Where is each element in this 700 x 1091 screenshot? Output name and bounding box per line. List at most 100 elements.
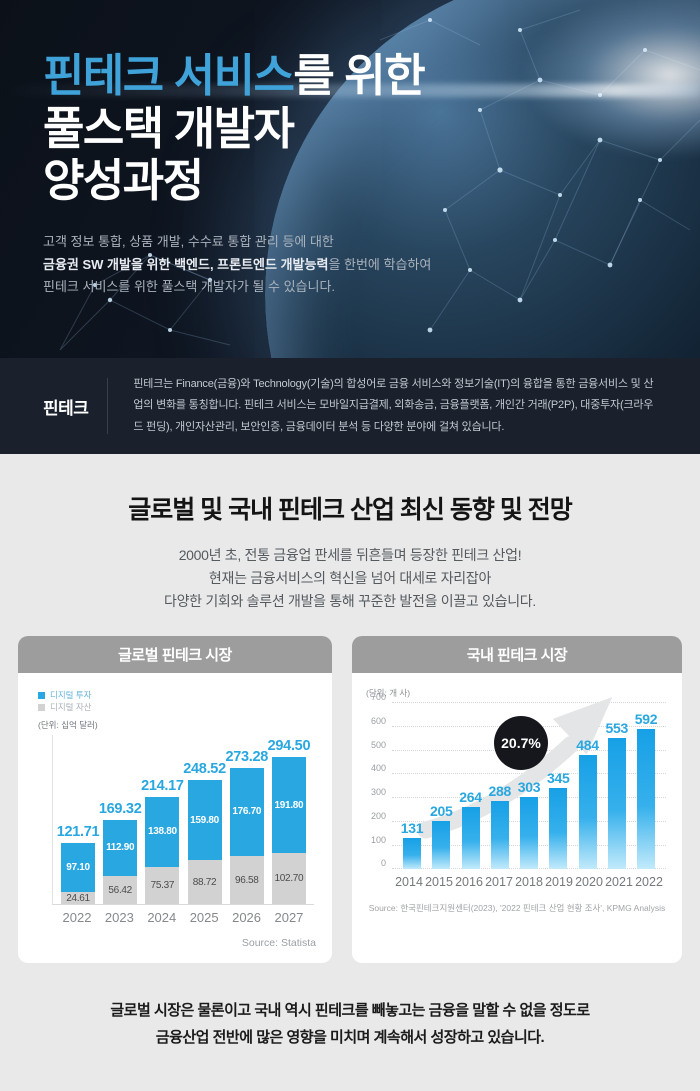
bar-value-label: 205	[430, 803, 452, 819]
title-rest: 를 위한	[293, 50, 424, 101]
y-axis-tick-label: 0	[381, 858, 386, 868]
y-axis-tick-label: 200	[371, 811, 386, 821]
bar-value-label: 131	[401, 820, 423, 836]
section-subtitle: 2000년 초, 전통 금융업 판세를 뒤흔들며 등장한 핀테크 산업! 현재는…	[0, 544, 700, 612]
x-axis-year-label: 2018	[514, 875, 544, 889]
digital-asset-segment: 56.42	[103, 876, 137, 904]
x-axis-year-label: 2014	[394, 875, 424, 889]
bar-value-label: 553	[606, 720, 628, 736]
bar	[403, 838, 421, 869]
bar-column: 288	[489, 783, 511, 869]
closing-line-2: 금융산업 전반에 많은 영향을 미치며 계속해서 성장하고 있습니다.	[20, 1024, 680, 1051]
domestic-chart-body: (단위: 개 사) 0 100 200 300 400 500 600 700 131 205 2…	[352, 673, 682, 928]
bar-total-label: 273.28	[225, 749, 268, 765]
legend-marker-asset	[38, 704, 45, 711]
hero-section: 핀테크 서비스를 위한 풀스택 개발자 양성과정 고객 정보 통합, 상품 개발…	[0, 0, 700, 358]
y-axis-tick-label: 100	[371, 835, 386, 845]
digital-investment-segment: 159.80	[188, 780, 222, 860]
section-title: 글로벌 및 국내 핀테크 산업 최신 동향 및 전망	[0, 490, 700, 526]
bar-value-label: 303	[518, 779, 540, 795]
hero-desc-line-3: 핀테크 서비스를 위한 풀스택 개발자가 될 수 있습니다.	[43, 276, 700, 299]
bar	[549, 788, 567, 870]
definition-term-label: 핀테크	[43, 394, 107, 419]
bar-column: 345	[547, 770, 569, 870]
digital-investment-segment: 176.70	[230, 768, 264, 856]
closing-line-1: 글로벌 시장은 물론이고 국내 역시 핀테크를 빼놓고는 금융을 말할 수 없을…	[20, 997, 680, 1024]
bar-column: 553	[606, 720, 628, 869]
bar	[462, 807, 480, 870]
domestic-chart-header: 국내 핀테크 시장	[352, 636, 682, 673]
domestic-chart-source: Source: 한국핀테크지원센터(2023), '2022 핀테크 산업 현황…	[364, 902, 670, 914]
hero-desc-line-2: 금융권 SW 개발을 위한 백엔드, 프론트엔드 개발능력을 한번에 학습하여	[43, 254, 700, 277]
chart-legend: 디지털 투자 디지털 자산	[38, 689, 320, 713]
subtitle-line-3: 다양한 기회와 솔루션 개발을 통해 꾸준한 발전을 이끌고 있습니다.	[0, 590, 700, 613]
x-axis-year-label: 2026	[230, 910, 264, 925]
hero-desc-line-2-rest: 을 한번에 학습하여	[328, 257, 431, 272]
legend-item-digital-investment: 디지털 투자	[38, 689, 320, 701]
x-axis-year-label: 2025	[187, 910, 221, 925]
y-axis-tick-label: 700	[371, 692, 386, 702]
subtitle-line-2: 현재는 금융서비스의 혁신을 넘어 대세로 자리잡아	[0, 567, 700, 590]
x-axis-year-label: 2016	[454, 875, 484, 889]
digital-asset-segment: 24.61	[61, 892, 95, 904]
page-title: 핀테크 서비스를 위한 풀스택 개발자 양성과정	[43, 50, 700, 208]
bar-value-label: 288	[489, 783, 511, 799]
x-axis-year-label: 2019	[544, 875, 574, 889]
bar-total-label: 294.50	[268, 738, 311, 754]
subtitle-line-1: 2000년 초, 전통 금융업 판세를 뒤흔들며 등장한 핀테크 산업!	[0, 544, 700, 567]
bar	[608, 738, 626, 869]
bar-column: 592	[635, 711, 657, 869]
bar	[491, 801, 509, 869]
x-axis-year-label: 2021	[604, 875, 634, 889]
x-axis-year-label: 2020	[574, 875, 604, 889]
x-axis-year-label: 2023	[102, 910, 136, 925]
digital-asset-segment: 102.70	[272, 853, 306, 904]
legend-item-digital-asset: 디지털 자산	[38, 701, 320, 713]
bar-value-label: 264	[459, 789, 481, 805]
bar-total-label: 121.71	[57, 824, 100, 840]
x-axis-year-label: 2024	[145, 910, 179, 925]
legend-label-asset: 디지털 자산	[50, 701, 91, 713]
title-line-1: 핀테크 서비스를 위한	[43, 50, 700, 103]
bar-value-label: 592	[635, 711, 657, 727]
digital-asset-segment: 88.72	[188, 860, 222, 904]
domestic-fintech-chart-card: 국내 핀테크 시장 (단위: 개 사) 0 100 200 300 400 500 600 7…	[352, 636, 682, 963]
trend-section: 글로벌 및 국내 핀테크 산업 최신 동향 및 전망 2000년 초, 전통 금…	[0, 454, 700, 612]
y-axis-tick-label: 300	[371, 787, 386, 797]
y-axis-tick-label: 500	[371, 740, 386, 750]
fintech-definition-band: 핀테크 핀테크는 Finance(금융)와 Technology(기술)의 합성…	[0, 358, 700, 454]
closing-statement: 글로벌 시장은 물론이고 국내 역시 핀테크를 빼놓고는 금융을 말할 수 없을…	[0, 963, 700, 1091]
bar-column: 264	[460, 789, 482, 870]
domestic-chart-unit-label: (단위: 개 사)	[366, 687, 670, 699]
bar-column: 484	[577, 737, 599, 870]
digital-asset-segment: 96.58	[230, 856, 264, 904]
digital-investment-segment: 138.80	[145, 797, 179, 866]
bar	[637, 729, 655, 869]
y-axis-tick-label: 400	[371, 763, 386, 773]
x-axis-year-label: 2022	[634, 875, 664, 889]
bar-total-label: 214.17	[141, 778, 184, 794]
x-axis-year-label: 2017	[484, 875, 514, 889]
bar-column: 205	[430, 803, 452, 870]
title-line-3: 양성과정	[43, 155, 700, 208]
digital-asset-segment: 75.37	[145, 867, 179, 905]
global-fintech-chart-card: 글로벌 핀테크 시장 디지털 투자 디지털 자산 (단위: 십억 달러) 121…	[18, 636, 332, 963]
growth-rate-badge: 20.7%	[494, 716, 548, 770]
bar-total-label: 248.52	[183, 761, 226, 777]
y-axis-tick-label: 600	[371, 716, 386, 726]
bar	[432, 821, 450, 870]
bar	[579, 755, 597, 870]
bar-column: 131	[401, 820, 423, 869]
digital-investment-segment: 97.10	[61, 843, 95, 892]
hero-description: 고객 정보 통합, 상품 개발, 수수료 통합 관리 등에 대한 금융권 SW …	[43, 231, 700, 299]
legend-label-invest: 디지털 투자	[50, 689, 91, 701]
global-chart-unit-label: (단위: 십억 달러)	[38, 719, 320, 731]
